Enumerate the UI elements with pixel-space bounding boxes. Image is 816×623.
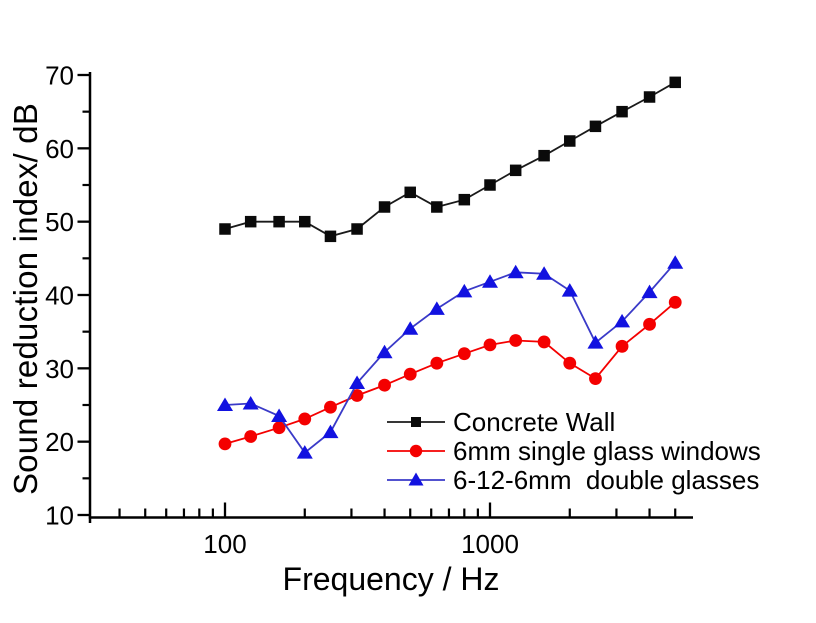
circle-marker-icon — [457, 347, 471, 361]
legend-item-single-glass: 6mm single glass windows — [387, 436, 761, 465]
y-tick-label: 30 — [45, 354, 74, 384]
y-tick-label: 10 — [45, 501, 74, 531]
square-marker-icon — [669, 76, 681, 89]
triangle-marker-icon — [456, 283, 473, 298]
circle-marker-icon — [563, 356, 577, 370]
legend-label-single-glass: 6mm single glass windows — [453, 435, 761, 466]
circle-marker-icon — [509, 334, 523, 347]
series-line — [224, 262, 676, 455]
square-marker-icon — [484, 179, 496, 191]
circle-marker-icon — [350, 389, 364, 402]
series-6mm-single-glass-windows — [218, 295, 682, 451]
triangle-marker-icon — [402, 321, 419, 335]
y-tick-label: 60 — [45, 134, 74, 164]
circle-marker-icon — [298, 412, 312, 426]
square-marker-icon — [589, 120, 602, 133]
series-6-12-6mm-double-glasses — [217, 255, 684, 459]
circle-marker-icon — [430, 356, 444, 370]
y-tick-label: 50 — [45, 207, 74, 237]
square-marker-icon — [431, 201, 443, 213]
circle-marker-icon — [589, 372, 602, 385]
legend-swatch-triangle-marker — [387, 472, 445, 485]
triangle-marker-icon — [614, 313, 631, 328]
circle-marker-icon — [537, 335, 551, 349]
square-marker-icon — [509, 164, 522, 177]
legend-swatch-circle-marker — [387, 444, 445, 457]
triangle-marker-icon — [587, 335, 604, 349]
square-marker-icon — [643, 91, 656, 103]
square-marker-icon — [538, 149, 550, 162]
legend-item-double-glasses: 6-12-6mm double glasses — [387, 465, 761, 494]
square-marker-icon — [351, 223, 363, 235]
circle-marker-icon — [403, 367, 417, 381]
y-tick-label: 20 — [45, 427, 74, 457]
circle-marker-icon — [218, 437, 232, 451]
square-marker-icon — [378, 201, 391, 213]
legend-swatch-square-marker — [387, 416, 445, 427]
triangle-marker-icon — [376, 344, 393, 359]
circle-marker-icon — [409, 444, 423, 457]
circle-marker-icon — [378, 378, 391, 392]
triangle-marker-icon — [271, 408, 288, 422]
triangle-marker-icon — [428, 301, 445, 315]
square-marker-icon — [273, 215, 285, 228]
circle-marker-icon — [668, 295, 682, 309]
y-tick-label: 70 — [45, 61, 74, 91]
triangle-marker-icon — [536, 266, 553, 280]
x-axis-title: Frequency / Hz — [282, 561, 500, 597]
legend-item-concrete-wall: Concrete Wall — [387, 407, 761, 436]
circle-marker-icon — [244, 430, 258, 443]
circle-marker-icon — [615, 339, 629, 353]
legend-label-concrete-wall: Concrete Wall — [453, 406, 616, 437]
x-tick-label: 100 — [203, 529, 246, 559]
triangle-marker-icon — [561, 283, 578, 297]
triangle-marker-icon — [217, 397, 233, 411]
series-concrete-wall — [219, 76, 681, 243]
square-marker-icon — [219, 223, 231, 235]
triangle-marker-icon — [667, 255, 684, 269]
square-marker-icon — [411, 416, 421, 427]
y-tick-label: 40 — [45, 281, 74, 311]
square-marker-icon — [564, 135, 576, 147]
square-marker-icon — [324, 230, 337, 243]
legend-label-double-glasses: 6-12-6mm double glasses — [453, 464, 760, 495]
triangle-marker-icon — [349, 375, 366, 389]
triangle-marker-icon — [507, 264, 524, 279]
square-marker-icon — [616, 105, 628, 118]
triangle-marker-icon — [408, 472, 424, 485]
y-axis-title: Sound reduction index/ dB — [7, 102, 44, 496]
circle-marker-icon — [324, 400, 337, 414]
legend: Concrete Wall 6mm single glass windows 6… — [387, 407, 761, 494]
series-line — [224, 81, 676, 238]
triangle-marker-icon — [482, 274, 498, 288]
square-marker-icon — [299, 215, 311, 228]
square-marker-icon — [404, 186, 416, 199]
triangle-marker-icon — [296, 445, 313, 459]
circle-marker-icon — [483, 338, 497, 352]
axes: 10 20 30 40 50 60 70 100 1000 — [45, 61, 693, 559]
circle-marker-icon — [643, 317, 656, 331]
triangle-marker-icon — [242, 396, 259, 410]
x-tick-label: 1000 — [461, 529, 519, 559]
triangle-marker-icon — [641, 284, 658, 299]
square-marker-icon — [458, 193, 471, 206]
triangle-marker-icon — [322, 424, 339, 439]
circle-marker-icon — [272, 421, 286, 435]
square-marker-icon — [244, 215, 257, 228]
